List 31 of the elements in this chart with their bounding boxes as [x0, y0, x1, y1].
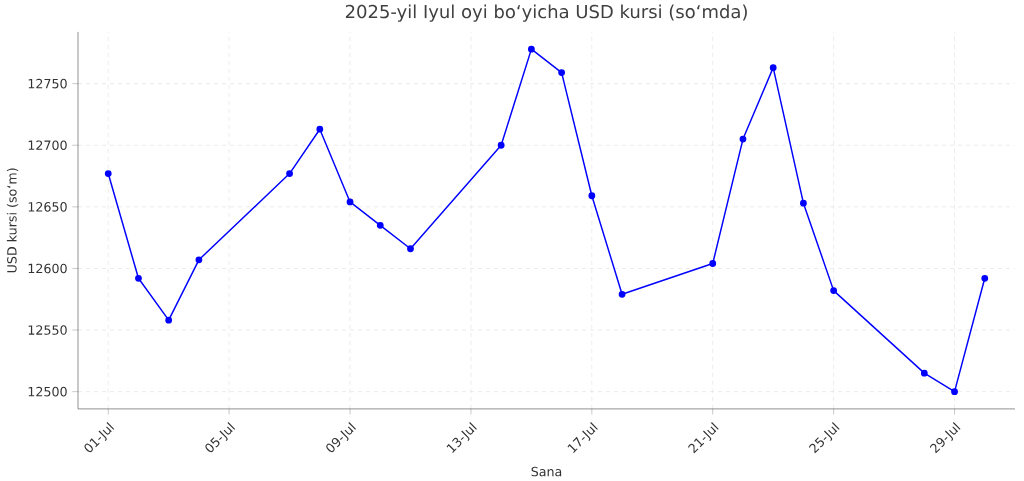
point	[286, 170, 293, 178]
y-tick-label: 12650	[28, 202, 67, 212]
point	[588, 192, 596, 200]
point	[316, 125, 324, 133]
point	[376, 222, 384, 229]
point	[830, 287, 838, 295]
x-axis-title: Sana	[531, 466, 562, 477]
point	[951, 388, 958, 396]
point	[104, 170, 112, 178]
y-tick-label: 12500	[28, 386, 67, 397]
point	[407, 245, 414, 253]
point	[981, 274, 989, 282]
chart-title: 2025-yil Iyul oyi bo‘yicha USD kursi (so‘mda)	[345, 4, 747, 22]
point	[195, 256, 203, 264]
point	[800, 199, 807, 207]
y-axis-title: USD kursi (so‘m)	[6, 168, 19, 273]
point	[920, 369, 928, 377]
y-tick-label: 12550	[28, 325, 67, 335]
y-tick-label: 12700	[28, 140, 67, 151]
point	[769, 64, 777, 72]
y-tick-label: 12600	[28, 263, 67, 274]
point	[135, 274, 142, 282]
point	[558, 69, 566, 77]
point	[709, 260, 717, 268]
point	[527, 45, 535, 53]
point	[618, 291, 626, 298]
point	[346, 198, 354, 206]
point	[739, 135, 747, 143]
point	[165, 316, 173, 324]
point	[497, 141, 505, 149]
y-tick-label: 12750	[28, 78, 67, 89]
